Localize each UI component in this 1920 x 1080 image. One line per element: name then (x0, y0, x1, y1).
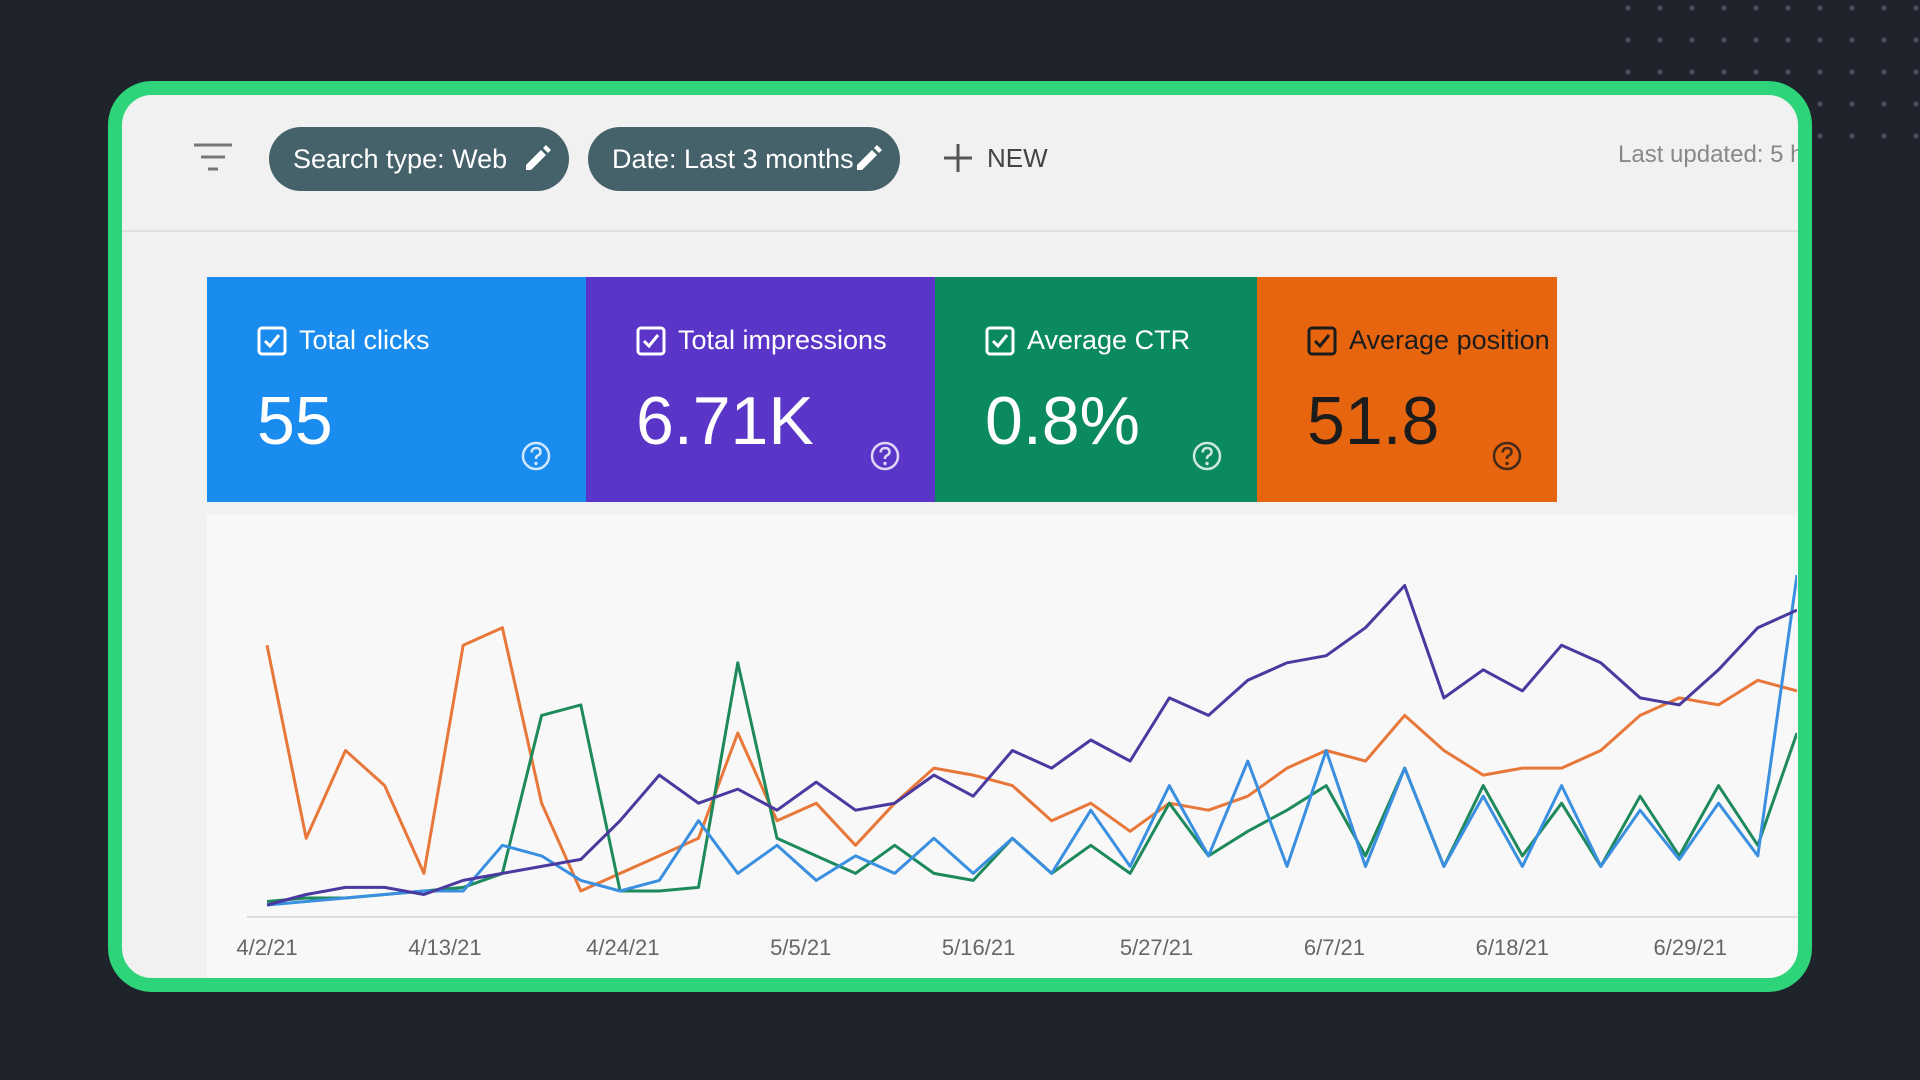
date-chip[interactable]: Date: Last 3 months (588, 127, 900, 191)
divider (122, 230, 1798, 232)
x-tick-label: 4/13/21 (408, 935, 481, 960)
x-tick-label: 6/18/21 (1476, 935, 1549, 960)
metric-label-row: Average CTR (985, 325, 1257, 356)
help-icon[interactable] (1491, 440, 1523, 472)
metric-value: 55 (257, 383, 333, 459)
series-line (265, 626, 1797, 893)
chip-label: Date: Last 3 months (612, 144, 854, 174)
dashboard-card: Search type: Web Date: Last 3 months NEW… (108, 81, 1812, 992)
series-line (266, 661, 1797, 903)
metric-label: Average position (1349, 325, 1550, 355)
metric-card[interactable]: Total clicks 55 (207, 277, 586, 502)
series-line (266, 574, 1797, 907)
new-button[interactable]: NEW (937, 135, 1048, 181)
x-tick-label: 6/7/21 (1304, 935, 1365, 960)
metric-value: 0.8% (985, 383, 1140, 459)
help-icon[interactable] (520, 440, 552, 472)
metric-card[interactable]: Total impressions 6.71K (586, 277, 935, 502)
performance-chart: 4/2/21 4/13/21 4/24/21 5/5/21 5/16/21 5/27/21… (207, 515, 1797, 978)
chip-label: Search type: Web (293, 144, 508, 174)
checkbox[interactable] (1307, 326, 1337, 356)
x-tick-label: 5/16/21 (942, 935, 1015, 960)
metric-label-row: Total impressions (636, 325, 935, 356)
checkbox[interactable] (636, 326, 666, 356)
filter-icon[interactable] (192, 141, 236, 177)
last-updated: Last updated: 5 ho (1618, 141, 1812, 168)
metric-value: 51.8 (1307, 383, 1440, 459)
metric-card[interactable]: Average position 51.8 (1257, 277, 1557, 502)
help-icon[interactable] (869, 440, 901, 472)
metric-label: Average CTR (1027, 325, 1191, 355)
edit-icon (526, 145, 551, 170)
plus-icon (944, 144, 972, 172)
series-line (266, 584, 1797, 907)
edit-icon (857, 145, 882, 170)
help-icon[interactable] (1191, 440, 1223, 472)
metric-card[interactable]: Average CTR 0.8% (935, 277, 1257, 502)
metric-label-row: Average position (1307, 325, 1557, 356)
new-label: NEW (987, 143, 1048, 173)
metric-value: 6.71K (636, 383, 814, 459)
search-type-chip[interactable]: Search type: Web (269, 127, 569, 191)
metric-label-row: Total clicks (257, 325, 586, 356)
checkbox[interactable] (985, 326, 1015, 356)
metric-label: Total impressions (678, 325, 887, 355)
checkbox[interactable] (257, 326, 287, 356)
x-tick-label: 6/29/21 (1654, 935, 1727, 960)
x-tick-label: 4/24/21 (586, 935, 659, 960)
x-tick-label: 5/27/21 (1120, 935, 1193, 960)
x-tick-label: 5/5/21 (770, 935, 831, 960)
x-tick-label: 4/2/21 (236, 935, 297, 960)
metric-label: Total clicks (299, 325, 430, 355)
